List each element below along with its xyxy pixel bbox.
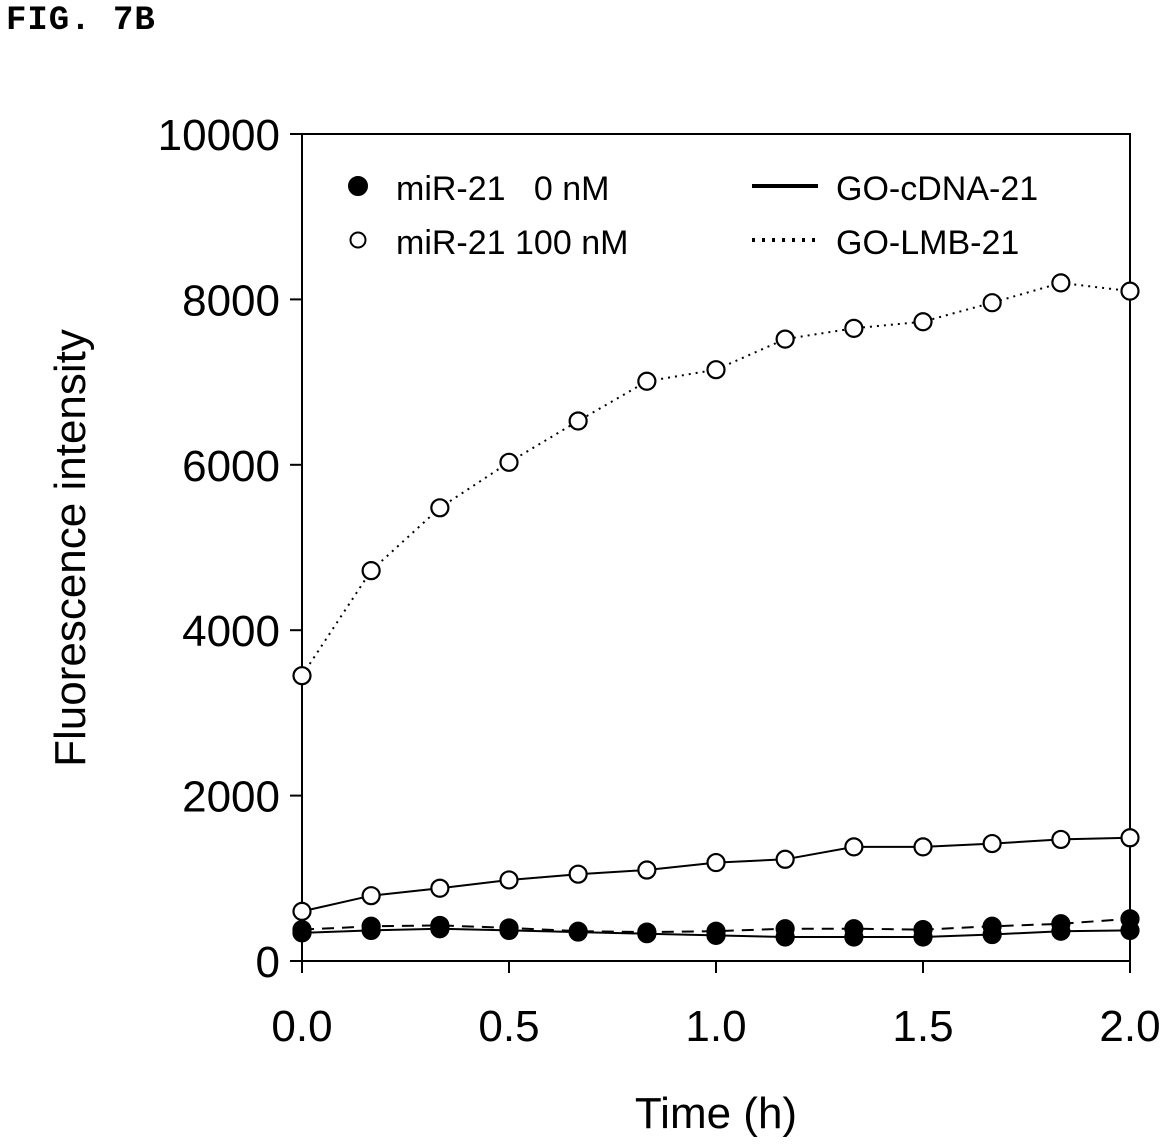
data-point-series-2 xyxy=(1051,829,1071,850)
x-tick-label: 2.0 xyxy=(1099,1002,1160,1051)
data-point-series-1 xyxy=(982,293,1002,313)
x-tick-label: 0.0 xyxy=(271,1002,332,1051)
x-tick-label: 1.5 xyxy=(892,1002,953,1051)
y-tick-label: 2000 xyxy=(182,773,280,822)
y-tick-label: 8000 xyxy=(182,276,280,325)
data-point-series-4 xyxy=(499,920,519,941)
legend-marker-label: miR-21 100 nM xyxy=(396,224,628,262)
x-axis-label: Time (h) xyxy=(635,1089,797,1138)
data-point-series-2 xyxy=(1120,828,1140,848)
data-point-series-2 xyxy=(844,837,864,857)
legend-line-label: GO-LMB-21 xyxy=(836,224,1019,262)
y-tick-label: 6000 xyxy=(182,442,280,491)
data-point-series-2 xyxy=(292,901,312,921)
data-point-series-4 xyxy=(706,925,726,945)
data-point-series-2 xyxy=(982,833,1002,854)
x-tick-label: 1.0 xyxy=(685,1002,746,1051)
data-point-series-1 xyxy=(1051,273,1071,293)
y-tick-label: 0 xyxy=(256,938,280,987)
legend-marker-icon xyxy=(349,231,367,249)
data-point-series-2 xyxy=(913,837,933,857)
data-point-series-2 xyxy=(361,886,381,906)
data-point-series-4 xyxy=(913,927,933,947)
y-tick-label: 10000 xyxy=(158,111,280,160)
data-point-series-1 xyxy=(844,318,864,338)
data-point-series-1 xyxy=(913,312,933,332)
data-point-series-1 xyxy=(292,666,312,686)
series-line-1 xyxy=(301,281,1131,677)
data-point-series-2 xyxy=(775,849,795,869)
series-line-2 xyxy=(301,836,1131,913)
data-point-series-2 xyxy=(706,852,726,873)
data-point-series-2 xyxy=(568,864,588,884)
data-point-series-4 xyxy=(430,919,450,939)
legend-marker-label: miR-21 0 nM xyxy=(396,170,610,208)
data-point-series-4 xyxy=(637,924,657,944)
data-point-series-2 xyxy=(499,870,519,890)
data-point-series-1 xyxy=(706,360,726,380)
legend-line-label: GO-cDNA-21 xyxy=(836,170,1038,208)
x-tick-label: 0.5 xyxy=(478,1002,539,1051)
legend-marker-icon xyxy=(348,176,368,196)
data-point-series-4 xyxy=(844,927,864,947)
data-point-series-1 xyxy=(499,452,519,472)
data-point-series-1 xyxy=(361,561,381,581)
data-point-series-4 xyxy=(568,922,588,942)
data-point-series-4 xyxy=(1120,920,1140,941)
data-point-series-2 xyxy=(637,860,657,880)
data-point-series-4 xyxy=(1051,921,1071,941)
data-point-series-4 xyxy=(292,923,312,943)
data-point-series-2 xyxy=(430,878,450,898)
data-point-series-1 xyxy=(430,498,450,518)
y-axis-label: Fluorescence intensity xyxy=(46,329,95,767)
data-point-series-1 xyxy=(637,371,657,391)
data-point-series-1 xyxy=(568,411,588,431)
data-point-series-4 xyxy=(982,924,1002,945)
data-point-series-4 xyxy=(775,927,795,947)
data-point-series-1 xyxy=(775,329,795,349)
figure-label: FIG. 7B xyxy=(6,2,156,40)
data-point-series-4 xyxy=(361,920,381,941)
data-point-series-1 xyxy=(1120,281,1140,301)
y-tick-label: 4000 xyxy=(182,607,280,656)
